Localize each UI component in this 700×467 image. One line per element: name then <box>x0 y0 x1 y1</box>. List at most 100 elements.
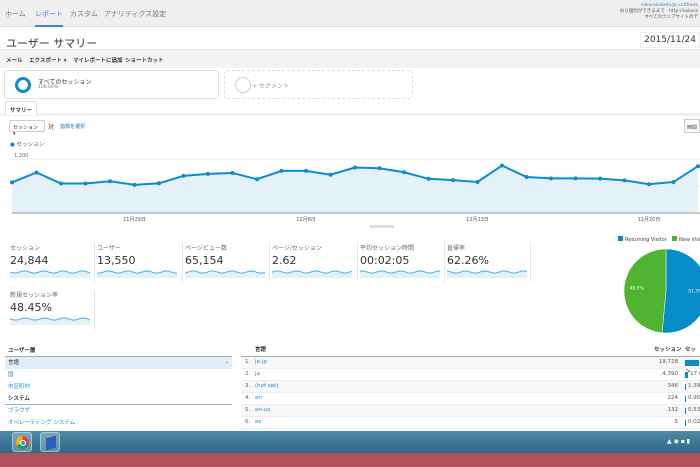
metric-value: 62.26% <box>447 254 489 267</box>
data-point[interactable] <box>206 171 210 176</box>
data-point[interactable] <box>34 170 39 175</box>
data-point[interactable] <box>622 178 627 183</box>
data-point[interactable] <box>426 176 431 181</box>
row-pct: 0.53% <box>688 407 700 413</box>
dimension-item-os[interactable]: オペレーティング システム <box>8 420 76 426</box>
data-point[interactable] <box>524 175 529 179</box>
metric-1[interactable]: ユーザー 13,550 <box>97 243 177 278</box>
time-granularity-button[interactable]: 時間 <box>684 119 700 133</box>
tab-custom[interactable]: カスタム <box>70 10 98 18</box>
data-point[interactable] <box>83 181 88 186</box>
data-point[interactable] <box>10 180 14 185</box>
tab-summary[interactable]: サマリー <box>5 101 38 115</box>
data-point[interactable] <box>647 182 651 187</box>
select-metric-link[interactable]: 指標を選択 <box>60 124 86 130</box>
chrome-taskbar-icon[interactable] <box>12 432 32 452</box>
legend-swatch-new <box>672 236 677 241</box>
data-point[interactable] <box>573 176 578 181</box>
legend-returning[interactable]: Returning Visitor <box>625 237 668 243</box>
data-point[interactable] <box>108 179 112 184</box>
dimension-item-browser[interactable]: ブラウザ <box>8 408 31 414</box>
pie-label: 48.5% <box>629 286 644 292</box>
data-point[interactable] <box>500 163 504 168</box>
table-row: 6. es 5 0.02% <box>241 417 700 429</box>
metric-2[interactable]: ページビュー数 65,154 <box>185 243 265 278</box>
metric-label: 直帰率 <box>447 245 466 252</box>
row-language-link[interactable]: en <box>255 395 262 401</box>
system-tray[interactable]: ▲ ◉ ▪ ▮ <box>667 438 690 445</box>
x-tick-label: 12月13日 <box>466 217 489 223</box>
pie-slice[interactable] <box>623 248 667 334</box>
data-point[interactable] <box>181 173 186 178</box>
shortcut-button[interactable]: ショートカット <box>125 58 164 64</box>
legend-new[interactable]: New Visitor <box>679 237 700 243</box>
metric-6[interactable]: 新規セッション率 48.45% <box>10 290 90 325</box>
row-pct-bar <box>685 408 686 414</box>
legend-swatch-returning <box>618 236 623 241</box>
dimension-item-country[interactable]: 国 <box>8 372 14 378</box>
export-button[interactable]: エクスポート ▾ <box>29 58 67 64</box>
tab-reports[interactable]: レポート <box>35 9 63 27</box>
data-point[interactable] <box>475 179 480 184</box>
metric-label: 新規セッション率 <box>10 292 59 299</box>
data-point[interactable] <box>304 168 308 173</box>
row-sessions: 5 <box>674 419 679 425</box>
date-range-picker[interactable]: 2015/11/24 <box>640 32 700 48</box>
chart-resize-handle[interactable] <box>370 225 394 228</box>
metric-value: 00:02:05 <box>360 254 410 267</box>
dimension-item-language[interactable]: 言語 › <box>5 357 232 369</box>
row-language-link[interactable]: ja <box>255 371 260 377</box>
metric-select-value: セッション <box>13 125 39 131</box>
metric-5[interactable]: 直帰率 62.26% <box>447 243 527 278</box>
col-sessions[interactable]: セッション <box>654 347 682 353</box>
metric-divider <box>269 242 270 282</box>
table-row: 5. en-us 132 0.53% <box>241 405 700 417</box>
add-segment[interactable]: + セグメント <box>224 70 413 99</box>
app-taskbar-icon[interactable] <box>40 432 60 452</box>
x-tick-label: 11月29日 <box>123 217 146 223</box>
metric-select[interactable]: セッション ▾ <box>9 120 45 137</box>
data-point[interactable] <box>353 165 357 170</box>
row-language-link[interactable]: (not set) <box>255 383 279 389</box>
account-info[interactable]: sakurakobetu@i.softbank おら個別ができるまで - htt… <box>620 3 698 21</box>
tab-bar-line <box>0 113 700 116</box>
add-segment-label: + セグメント <box>252 83 289 90</box>
data-point[interactable] <box>451 178 455 183</box>
email-button[interactable]: メール <box>6 58 23 64</box>
data-point[interactable] <box>377 166 382 171</box>
metric-label: セッション <box>10 245 41 252</box>
data-point[interactable] <box>549 176 553 181</box>
data-point[interactable] <box>328 172 333 177</box>
sparkline <box>272 270 352 278</box>
metric-0[interactable]: セッション 24,844 <box>10 243 90 278</box>
pie-slice[interactable] <box>661 248 700 334</box>
tab-home[interactable]: ホーム <box>5 10 26 18</box>
data-point[interactable] <box>402 170 406 175</box>
row-language-link[interactable]: en-us <box>255 407 271 413</box>
data-point[interactable] <box>132 182 137 187</box>
row-pct-bar <box>685 396 686 402</box>
table-row: 4. en 224 0.90% <box>241 393 700 405</box>
data-point[interactable] <box>671 179 676 184</box>
metric-4[interactable]: 平均セッション時間 00:02:05 <box>360 243 440 278</box>
data-point[interactable] <box>255 177 259 182</box>
metric-label: ユーザー <box>97 245 121 252</box>
dimension-item-city[interactable]: 市区町村 <box>8 384 31 390</box>
data-point[interactable] <box>157 181 161 186</box>
data-point[interactable] <box>59 181 63 186</box>
account-email[interactable]: sakurakobetu@i.softbank <box>640 3 698 8</box>
pie-label: 51.5% <box>688 288 700 294</box>
data-point[interactable] <box>598 176 602 181</box>
metric-value: 24,844 <box>10 254 49 267</box>
data-point[interactable] <box>696 164 700 169</box>
add-to-dashboard-button[interactable]: マイレポートに追加 <box>73 58 123 64</box>
data-point[interactable] <box>230 170 235 175</box>
metric-3[interactable]: ページ/セッション 2.62 <box>272 243 352 278</box>
demographics-header: ユーザー層 <box>5 345 232 357</box>
data-point[interactable] <box>279 168 284 173</box>
metric-value: 2.62 <box>272 254 297 267</box>
row-language-link[interactable]: ja-jp <box>255 359 267 365</box>
tab-admin[interactable]: アナリティクス設定 <box>104 10 167 18</box>
segment-all-sessions[interactable]: すべてのセッション 100.00% <box>4 70 219 99</box>
row-language-link[interactable]: es <box>255 419 262 425</box>
